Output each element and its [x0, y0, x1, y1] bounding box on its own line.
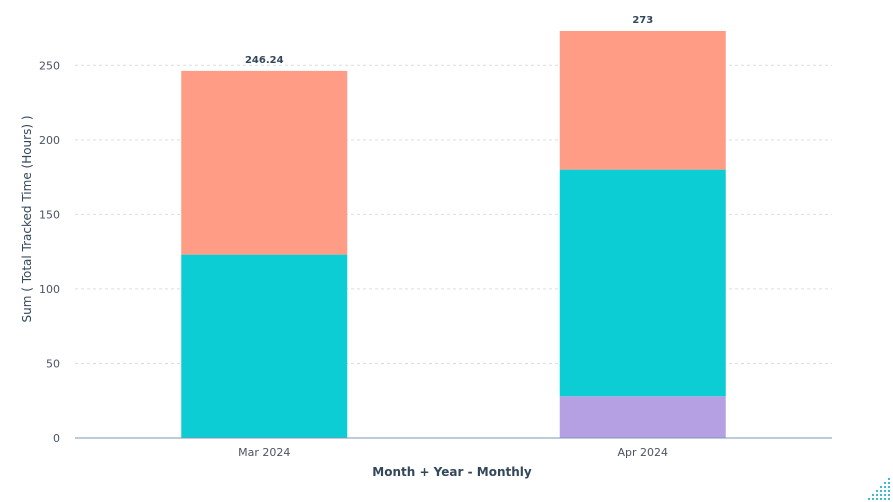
- dot: [875, 493, 879, 497]
- dot: [887, 477, 891, 481]
- dot: [887, 489, 891, 493]
- bar-total-labels: 246.24 273: [245, 15, 653, 66]
- y-tick-label: 250: [39, 59, 60, 72]
- y-tick-label: 150: [39, 208, 60, 221]
- dot: [883, 485, 887, 489]
- y-axis-ticks: 0 50 100 150 200 250: [39, 59, 60, 445]
- dot: [879, 497, 883, 501]
- bars: [181, 30, 726, 438]
- x-tick-label: Apr 2024: [617, 446, 668, 459]
- dot: [887, 485, 891, 489]
- dot: [883, 481, 887, 485]
- dot: [875, 497, 879, 501]
- x-axis-title: Month + Year - Monthly: [372, 465, 532, 479]
- y-tick-label: 200: [39, 134, 60, 147]
- corner-decoration-icon: [867, 477, 891, 501]
- bar-segment[interactable]: [559, 169, 726, 397]
- x-tick-label: Mar 2024: [238, 446, 290, 459]
- y-tick-label: 100: [39, 283, 60, 296]
- bar-segment[interactable]: [181, 70, 348, 255]
- dot: [871, 497, 875, 501]
- dot: [883, 493, 887, 497]
- bar-segment[interactable]: [559, 396, 726, 438]
- dot: [871, 493, 875, 497]
- dot: [867, 497, 871, 501]
- bar-segment[interactable]: [181, 254, 348, 438]
- dot: [879, 493, 883, 497]
- y-tick-label: 50: [46, 357, 60, 370]
- bar-total-label: 273: [632, 15, 653, 26]
- bar-segment[interactable]: [559, 30, 726, 170]
- y-axis-title: Sum ( Total Tracked Time (Hours) ): [20, 115, 34, 322]
- dot: [883, 489, 887, 493]
- dot: [887, 481, 891, 485]
- dot: [887, 497, 891, 501]
- dot: [879, 489, 883, 493]
- bar-total-label: 246.24: [245, 55, 284, 66]
- dot: [875, 489, 879, 493]
- y-tick-label: 0: [53, 432, 60, 445]
- dot: [879, 485, 883, 489]
- dot: [883, 497, 887, 501]
- x-axis-ticks: Mar 2024 Apr 2024: [238, 446, 668, 459]
- dot: [887, 493, 891, 497]
